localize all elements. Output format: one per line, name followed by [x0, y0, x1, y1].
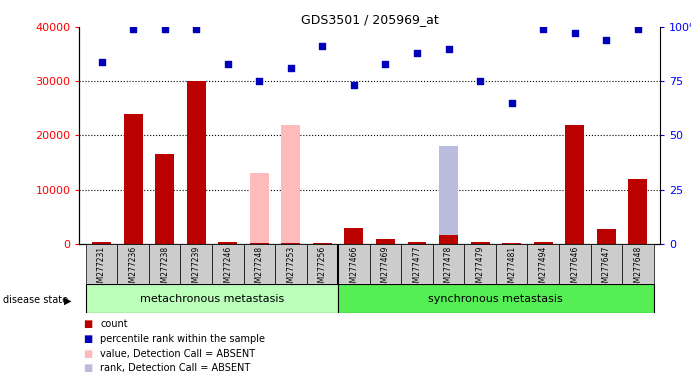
- Text: count: count: [100, 319, 128, 329]
- Bar: [155, 154, 174, 244]
- Point: [506, 100, 517, 106]
- Text: value, Detection Call = ABSENT: value, Detection Call = ABSENT: [100, 349, 255, 359]
- Bar: [628, 179, 647, 244]
- Text: metachronous metastasis: metachronous metastasis: [140, 293, 284, 304]
- Text: GSM277248: GSM277248: [255, 246, 264, 292]
- Bar: [86, 244, 117, 284]
- Text: GSM277481: GSM277481: [507, 246, 516, 292]
- Bar: [180, 244, 212, 284]
- Text: GSM277477: GSM277477: [413, 246, 422, 292]
- Point: [348, 83, 359, 89]
- Bar: [338, 244, 370, 284]
- Point: [254, 78, 265, 84]
- Point: [285, 65, 296, 71]
- Text: GSM277256: GSM277256: [318, 246, 327, 292]
- Bar: [370, 244, 401, 284]
- Point: [223, 61, 234, 67]
- Point: [411, 50, 422, 56]
- Bar: [533, 242, 553, 244]
- Point: [128, 26, 139, 32]
- Bar: [527, 244, 559, 284]
- Bar: [376, 239, 395, 244]
- Bar: [559, 244, 591, 284]
- Bar: [124, 114, 142, 244]
- Text: GSM277469: GSM277469: [381, 246, 390, 292]
- Text: GSM277466: GSM277466: [350, 246, 359, 292]
- Bar: [433, 244, 464, 284]
- Text: GSM277236: GSM277236: [129, 246, 138, 292]
- Text: GSM277239: GSM277239: [191, 246, 200, 292]
- Bar: [502, 243, 521, 244]
- Bar: [218, 242, 237, 244]
- Point: [538, 26, 549, 32]
- Text: GSM277646: GSM277646: [570, 246, 579, 292]
- Text: GSM277494: GSM277494: [539, 246, 548, 292]
- Text: ■: ■: [83, 363, 92, 373]
- Bar: [464, 244, 496, 284]
- Text: synchronous metastasis: synchronous metastasis: [428, 293, 563, 304]
- Text: ■: ■: [83, 319, 92, 329]
- Text: GSM277648: GSM277648: [634, 246, 643, 292]
- Bar: [275, 244, 307, 284]
- Text: ■: ■: [83, 349, 92, 359]
- Bar: [243, 244, 275, 284]
- Point: [475, 78, 486, 84]
- Bar: [344, 228, 363, 244]
- Text: GSM277231: GSM277231: [97, 246, 106, 292]
- Bar: [496, 244, 527, 284]
- Bar: [401, 244, 433, 284]
- Bar: [622, 244, 654, 284]
- Point: [96, 58, 107, 65]
- Bar: [149, 244, 180, 284]
- Text: ■: ■: [83, 334, 92, 344]
- Point: [443, 45, 454, 51]
- Text: rank, Detection Call = ABSENT: rank, Detection Call = ABSENT: [100, 363, 250, 373]
- Bar: [281, 124, 301, 244]
- Bar: [591, 244, 622, 284]
- Bar: [597, 229, 616, 244]
- Text: ▶: ▶: [64, 295, 71, 305]
- Text: GSM277246: GSM277246: [223, 246, 232, 292]
- Text: percentile rank within the sample: percentile rank within the sample: [100, 334, 265, 344]
- Bar: [338, 284, 654, 313]
- Point: [317, 43, 328, 50]
- Bar: [250, 173, 269, 244]
- Bar: [439, 146, 458, 244]
- Bar: [565, 124, 584, 244]
- Bar: [212, 244, 243, 284]
- Point: [569, 30, 580, 36]
- Point: [380, 61, 391, 67]
- Text: GSM277479: GSM277479: [475, 246, 484, 292]
- Bar: [86, 284, 338, 313]
- Point: [191, 26, 202, 32]
- Point: [632, 26, 643, 32]
- Text: GSM277478: GSM277478: [444, 246, 453, 292]
- Point: [159, 26, 170, 32]
- Text: GSM277238: GSM277238: [160, 246, 169, 292]
- Bar: [281, 243, 301, 244]
- Text: GSM277253: GSM277253: [286, 246, 295, 292]
- Bar: [187, 81, 206, 244]
- Title: GDS3501 / 205969_at: GDS3501 / 205969_at: [301, 13, 439, 26]
- Text: GSM277647: GSM277647: [602, 246, 611, 292]
- Bar: [471, 242, 489, 244]
- Bar: [92, 242, 111, 244]
- Bar: [408, 242, 426, 244]
- Bar: [117, 244, 149, 284]
- Text: disease state: disease state: [3, 295, 68, 305]
- Bar: [313, 243, 332, 244]
- Bar: [307, 244, 338, 284]
- Bar: [439, 235, 458, 244]
- Point: [600, 37, 612, 43]
- Bar: [250, 243, 269, 244]
